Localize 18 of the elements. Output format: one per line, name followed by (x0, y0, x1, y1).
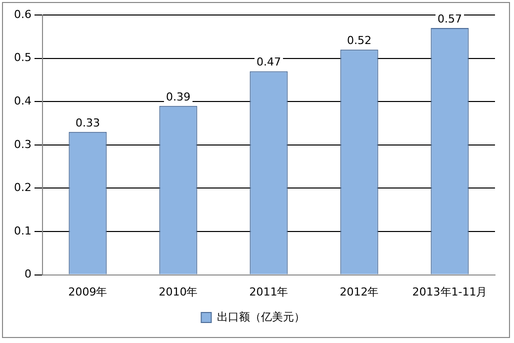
y-tick-label: 0.5 (14, 51, 32, 64)
x-tick-label: 2009年 (68, 285, 108, 298)
y-tick-label: 0 (24, 268, 32, 281)
y-tick-label: 0.2 (14, 181, 32, 194)
x-tick-label: 2010年 (158, 285, 198, 298)
y-tick-label: 0.6 (14, 8, 32, 21)
x-tick-label: 2011年 (249, 285, 288, 298)
x-tick-label: 2012年 (340, 285, 379, 298)
x-tick-label: 2013年1-11月 (412, 285, 488, 298)
y-tick-label: 0.3 (14, 138, 32, 151)
y-tick-label: 0.4 (14, 94, 32, 108)
data-label: 0.47 (256, 56, 281, 69)
data-label: 0.39 (166, 90, 190, 104)
data-label: 0.52 (347, 34, 372, 47)
data-label: 0.33 (75, 116, 100, 130)
data-label: 0.57 (438, 12, 462, 26)
y-tick-label: 0.1 (14, 224, 32, 238)
legend-label: 出口额（亿美元） (216, 310, 305, 324)
